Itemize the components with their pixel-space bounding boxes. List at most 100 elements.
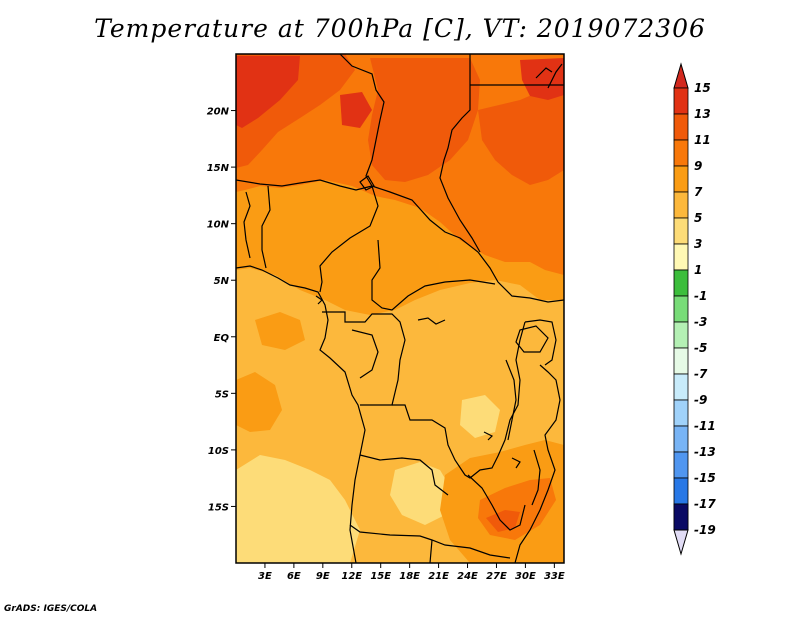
lake-bangweulu — [511, 457, 521, 469]
colorbar-label-11: -7 — [694, 367, 708, 381]
colorbar-label-0: 15 — [694, 81, 711, 95]
lon-tick-label-2: 9E — [316, 571, 330, 582]
island-1 — [315, 295, 323, 305]
colorbar-label-16: -17 — [694, 497, 716, 511]
colorbar-segment-13 — [673, 425, 689, 453]
colorbar-label-10: -5 — [694, 341, 707, 355]
field-zone-5c-east — [460, 395, 500, 438]
colorbar-label-17: -19 — [694, 523, 716, 537]
lat-tick-label-4: EQ — [214, 333, 230, 344]
colorbar-segment-15 — [673, 477, 689, 505]
colorbar-segment-last — [673, 503, 689, 531]
colorbar-segment-4 — [673, 191, 689, 219]
lon-tick-label-0: 3E — [258, 571, 272, 582]
lon-tick-label-8: 27E — [486, 571, 507, 582]
colorbar-label-8: -1 — [694, 289, 707, 303]
axis-ticks: 3E 6E 9E 12E 15E 18E 21E 24E 27E 30E 33E 20N 15N 10N 5… — [207, 107, 565, 582]
lat-tick-label-2: 10N — [207, 220, 230, 231]
field-zone-13c-central — [368, 58, 480, 182]
lat-tick-label-5: 5S — [215, 389, 229, 400]
colorbar-label-3: 9 — [694, 159, 702, 173]
colorbar-top-arrow — [673, 62, 689, 89]
lake-malawi — [531, 449, 541, 506]
colorbar-label-4: 7 — [694, 185, 703, 199]
border-13 — [359, 454, 449, 496]
colorbar-label-12: -9 — [694, 393, 707, 407]
field-zone-13c-southeast — [486, 510, 520, 532]
lon-tick-label-1: 6E — [287, 571, 301, 582]
field-zone-5c-southwest — [236, 455, 360, 563]
colorbar-segment-9 — [673, 321, 689, 349]
lake-chad — [359, 175, 375, 191]
lat-tick-label-6: 10S — [208, 446, 229, 457]
field-zone-15c-east — [520, 58, 564, 100]
colorbar-bottom-arrow — [673, 529, 689, 556]
colorbar-segment-8 — [673, 295, 689, 323]
software-credit: GrADS: IGES/COLA — [4, 604, 98, 614]
border-10 — [322, 311, 406, 406]
colorbar-label-7: 1 — [694, 263, 702, 277]
colorbar-segment-3 — [673, 165, 689, 193]
temperature-field — [236, 54, 564, 563]
colorbar-segment-6 — [673, 243, 689, 271]
border-18 — [514, 364, 561, 563]
border-12 — [392, 321, 526, 479]
lat-tick-label-7: 15S — [208, 502, 229, 513]
border-17 — [524, 319, 557, 366]
lat-tick-label-0: 20N — [207, 107, 230, 118]
field-zone-5c-south — [390, 462, 452, 525]
border-11 — [351, 329, 379, 379]
colorbar-label-15: -15 — [694, 471, 716, 485]
colorbar: 15 13 11 9 7 5 3 1 -1 -3 -5 -7 -9 -11 -13 -15 -17 -19 — [673, 62, 716, 556]
colorbar-label-13: -11 — [694, 419, 716, 433]
colorbar-label-2: 11 — [694, 133, 711, 147]
colorbar-segment-11 — [673, 373, 689, 401]
field-zone-9c-west — [236, 372, 282, 432]
lat-tick-label-1: 15N — [207, 163, 230, 174]
colorbar-segment-7 — [673, 269, 689, 297]
colorbar-segment-2 — [673, 139, 689, 167]
colorbar-segment-1 — [673, 113, 689, 141]
lake-tanganyika — [505, 359, 517, 441]
lon-tick-label-4: 15E — [370, 571, 391, 582]
colorbar-segment-0 — [673, 87, 689, 115]
colorbar-segment-10 — [673, 347, 689, 375]
colorbar-label-14: -13 — [694, 445, 716, 459]
colorbar-segment-12 — [673, 399, 689, 427]
colorbar-label-5: 5 — [694, 211, 702, 225]
lon-tick-label-6: 21E — [428, 571, 449, 582]
field-zone-13c-east — [478, 80, 564, 185]
lake-victoria — [515, 325, 549, 353]
chart-title: Temperature at 700hPa [C], VT: 201907230… — [94, 14, 706, 43]
lake-mweru — [483, 431, 494, 441]
colorbar-segment-14 — [673, 451, 689, 479]
coastline-west — [236, 265, 366, 563]
field-zone-9c-gulf — [255, 312, 305, 350]
border-2 — [439, 54, 481, 253]
border-15 — [429, 539, 433, 563]
field-zone-15c-west — [236, 56, 300, 128]
lon-tick-label-5: 18E — [399, 571, 420, 582]
border-8 — [371, 185, 564, 303]
colorbar-label-1: 13 — [694, 107, 711, 121]
colorbar-label-9: -3 — [694, 315, 707, 329]
map-frame — [235, 53, 565, 564]
lon-tick-label-3: 12E — [341, 571, 362, 582]
border-4 — [236, 179, 373, 191]
lon-tick-label-7: 24E — [457, 571, 478, 582]
colorbar-segment-5 — [673, 217, 689, 245]
border-1 — [339, 54, 385, 187]
colorbar-label-6: 3 — [694, 237, 702, 251]
border-20 — [535, 67, 553, 79]
border-6 — [243, 191, 251, 259]
lon-tick-label-9: 30E — [515, 571, 536, 582]
border-16 — [467, 474, 526, 531]
country-borders — [236, 54, 564, 563]
border-9 — [371, 239, 496, 311]
border-7 — [319, 185, 379, 293]
lon-tick-label-10: 33E — [544, 571, 565, 582]
river-1 — [417, 317, 446, 325]
border-19 — [547, 63, 563, 89]
border-5 — [261, 185, 271, 269]
